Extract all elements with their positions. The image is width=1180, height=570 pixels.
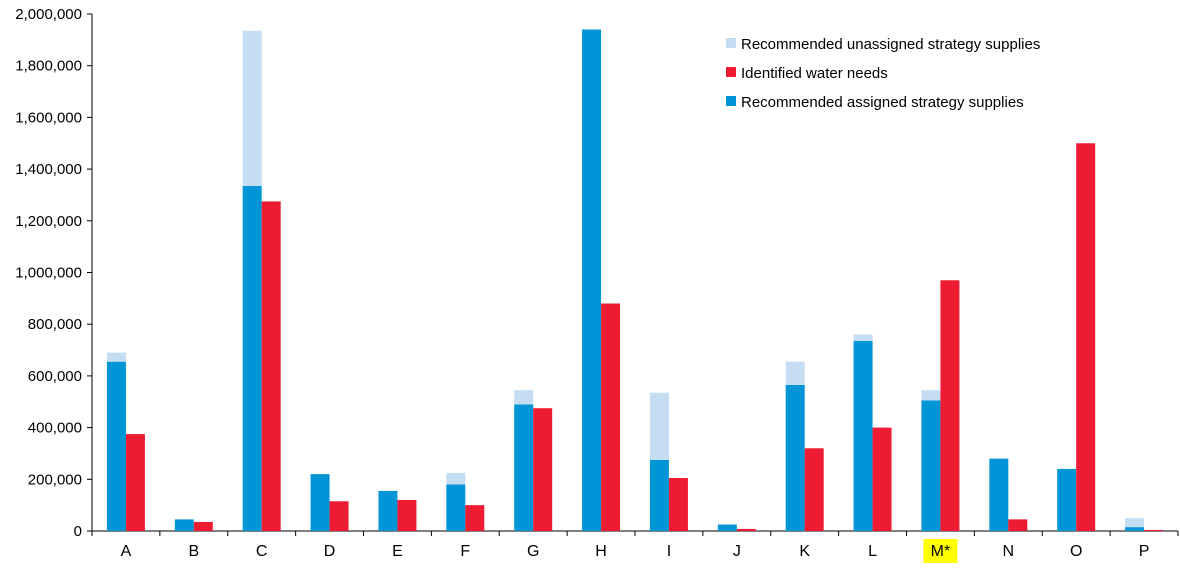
y-tick-label: 200,000 bbox=[28, 471, 82, 488]
bar-needs-B bbox=[193, 521, 213, 531]
bar-unassigned-F bbox=[446, 472, 466, 485]
bar-unassigned-G bbox=[514, 390, 534, 405]
y-tick-label: 1,400,000 bbox=[15, 161, 82, 178]
x-tick-label: J bbox=[733, 543, 741, 560]
y-axis: 0 200,000 400,000 600,000 800,000 1,000,000 1,… bbox=[15, 6, 93, 540]
bar-unassigned-A bbox=[106, 352, 126, 362]
bars bbox=[106, 29, 1164, 531]
x-tick-label: K bbox=[799, 543, 810, 560]
legend-swatch bbox=[726, 96, 736, 106]
y-tick-label: 2,000,000 bbox=[15, 6, 82, 23]
bar-needs-E bbox=[397, 499, 417, 531]
bar-needs-J bbox=[736, 528, 756, 531]
x-tick-label: I bbox=[667, 543, 671, 560]
y-tick-label: 600,000 bbox=[28, 368, 82, 385]
legend-swatch bbox=[726, 67, 736, 77]
x-tick-label: E bbox=[392, 543, 403, 560]
x-tick-label: H bbox=[595, 543, 607, 560]
bar-needs-C bbox=[261, 201, 281, 531]
x-tick-label: C bbox=[256, 543, 268, 560]
x-tick-label: D bbox=[324, 543, 336, 560]
bar-assigned-L bbox=[853, 341, 873, 531]
legend-label: Identified water needs bbox=[741, 65, 888, 82]
bar-assigned-I bbox=[649, 459, 669, 531]
y-tick-label: 800,000 bbox=[28, 316, 82, 333]
bar-needs-D bbox=[329, 501, 349, 531]
bar-needs-K bbox=[804, 448, 824, 531]
bar-assigned-G bbox=[514, 404, 534, 531]
bar-needs-N bbox=[1008, 519, 1028, 531]
x-tick-label: A bbox=[121, 543, 132, 560]
bar-unassigned-L bbox=[853, 334, 873, 342]
x-tick-label: L bbox=[868, 543, 877, 560]
y-tick-label: 0 bbox=[74, 523, 82, 540]
y-tick-label: 400,000 bbox=[28, 420, 82, 437]
y-tick-label: 1,600,000 bbox=[15, 109, 82, 126]
bar-needs-O bbox=[1076, 143, 1096, 531]
bar-assigned-B bbox=[174, 519, 194, 531]
bar-unassigned-K bbox=[785, 361, 805, 385]
legend: Recommended unassigned strategy supplies… bbox=[726, 36, 1040, 111]
bar-needs-L bbox=[872, 427, 892, 531]
legend-swatch bbox=[726, 38, 736, 48]
x-tick-label: O bbox=[1070, 543, 1082, 560]
x-tick-label: P bbox=[1139, 543, 1150, 560]
bar-needs-A bbox=[125, 434, 145, 531]
bar-assigned-N bbox=[989, 458, 1009, 531]
x-tick-label: M* bbox=[931, 543, 951, 560]
bar-needs-F bbox=[465, 505, 485, 531]
x-axis: A B C D E F G H I J K L M* N O P bbox=[91, 530, 1179, 563]
x-tick-label: F bbox=[460, 543, 470, 560]
y-tick-label: 1,200,000 bbox=[15, 213, 82, 230]
bar-assigned-C bbox=[242, 185, 262, 531]
legend-label: Recommended assigned strategy supplies bbox=[741, 94, 1024, 111]
x-tick-label: G bbox=[527, 543, 539, 560]
bar-needs-P bbox=[1144, 529, 1164, 531]
y-tick-label: 1,800,000 bbox=[15, 58, 82, 75]
bar-assigned-F bbox=[446, 484, 466, 531]
bar-assigned-E bbox=[378, 490, 398, 531]
bar-unassigned-C bbox=[242, 30, 262, 186]
bar-needs-I bbox=[668, 478, 688, 531]
bar-needs-H bbox=[601, 303, 621, 531]
legend-label: Recommended unassigned strategy supplies bbox=[741, 36, 1040, 53]
x-tick-label: B bbox=[188, 543, 199, 560]
bar-unassigned-P bbox=[1125, 518, 1145, 528]
bar-unassigned-M-star bbox=[921, 390, 941, 401]
bar-assigned-M-star bbox=[921, 400, 941, 531]
bar-needs-M-star bbox=[940, 280, 960, 531]
bar-assigned-P bbox=[1125, 527, 1145, 531]
bar-assigned-A bbox=[106, 361, 126, 531]
bar-assigned-J bbox=[717, 524, 737, 531]
category-highlight bbox=[923, 539, 958, 563]
bar-assigned-O bbox=[1057, 468, 1077, 531]
bar-needs-G bbox=[533, 408, 553, 531]
y-tick-label: 1,000,000 bbox=[15, 265, 82, 282]
x-tick-label: N bbox=[1003, 543, 1015, 560]
bar-assigned-D bbox=[310, 474, 330, 531]
bar-unassigned-I bbox=[649, 392, 669, 460]
bar-assigned-H bbox=[582, 29, 602, 531]
bar-assigned-K bbox=[785, 384, 805, 531]
